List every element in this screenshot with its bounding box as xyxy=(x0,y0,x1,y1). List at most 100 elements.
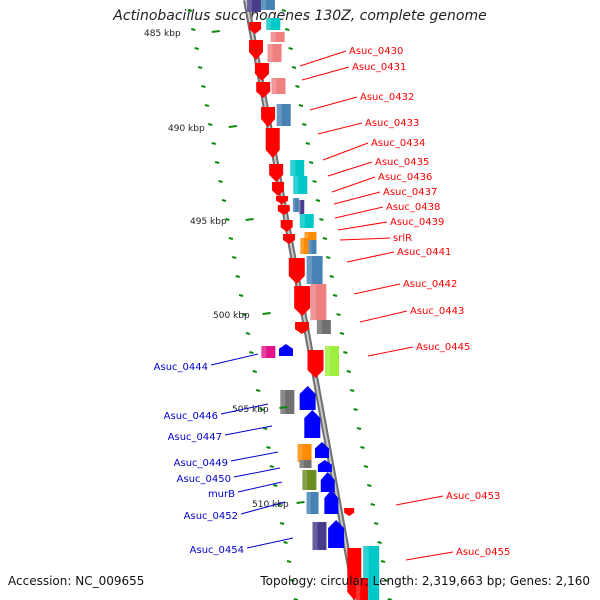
genome-stats-text: Topology: circular; Length: 2,319,663 bp… xyxy=(260,574,590,588)
gene-arrow-down xyxy=(283,234,296,244)
gene-feature xyxy=(279,344,293,356)
scale-label: 510 kbp xyxy=(252,500,289,510)
gene-block xyxy=(312,522,327,550)
gene-shade xyxy=(306,492,311,514)
scale-dot-left xyxy=(279,522,285,525)
scale-dot-left xyxy=(259,408,264,411)
gene-labels: Asuc_0430 Asuc_0431 Asuc_0432 Asuc_0433 Asuc… xyxy=(154,46,510,561)
gene-arrow-down xyxy=(280,220,293,232)
scale-dot-left xyxy=(225,218,230,221)
scale-dot-right xyxy=(377,541,382,544)
gene-label: Asuc_0454 xyxy=(190,545,244,556)
scale-dot-right xyxy=(302,123,307,126)
gene-block xyxy=(266,18,281,30)
gene-feature xyxy=(299,460,312,468)
gene-label: srlR xyxy=(393,233,412,244)
scale-dot-left xyxy=(283,541,288,544)
scale-label: 485 kbp xyxy=(144,29,181,39)
scale-dot-right xyxy=(360,446,365,449)
gene-feature xyxy=(265,128,280,158)
label-leader-line xyxy=(246,537,294,549)
scale-tick xyxy=(228,125,237,128)
gene-block xyxy=(356,578,369,600)
gene-label: Asuc_0437 xyxy=(383,187,437,198)
gene-shade xyxy=(312,522,318,550)
gene-label: Asuc_0449 xyxy=(174,458,228,469)
scale-dot-left xyxy=(197,66,203,69)
scale-dot-left xyxy=(218,180,223,183)
gene-feature xyxy=(306,492,319,514)
scale-dot-right xyxy=(284,28,290,31)
label-leader-line xyxy=(359,310,408,323)
gene-shade xyxy=(308,240,312,254)
gene-label: Asuc_0446 xyxy=(164,411,218,422)
scale-dot-right xyxy=(315,199,321,202)
gene-feature xyxy=(261,107,276,127)
scale-dot-left xyxy=(273,484,278,487)
gene-arrow-down xyxy=(249,22,262,34)
label-leader-line xyxy=(353,283,401,295)
label-leader-line xyxy=(299,50,347,67)
gene-arrow-down xyxy=(295,322,310,334)
gene-label: Asuc_0433 xyxy=(365,118,419,129)
gene-feature xyxy=(247,0,262,12)
gene-shade xyxy=(266,18,272,30)
gene-feature xyxy=(317,460,332,472)
gene-feature xyxy=(280,220,293,232)
scale-dot-right xyxy=(281,9,287,12)
gene-shade xyxy=(261,346,267,358)
gene-label: Asuc_0430 xyxy=(349,46,403,57)
scale-dot-left xyxy=(194,47,199,50)
scale-dot-left xyxy=(245,332,251,335)
label-leader-line xyxy=(331,176,376,193)
gene-feature xyxy=(260,0,275,10)
gene-feature xyxy=(280,390,295,414)
scale-dot-left xyxy=(252,370,258,373)
scale-dot-left xyxy=(228,237,234,240)
gene-feature xyxy=(299,214,314,228)
gene-shade xyxy=(356,578,361,600)
gene-feature xyxy=(276,104,291,126)
gene-arrow-down xyxy=(272,182,285,196)
scale-label: 490 kbp xyxy=(168,124,205,134)
gene-feature xyxy=(249,22,262,34)
gene-label: Asuc_0450 xyxy=(177,474,231,485)
gene-feature xyxy=(261,346,276,358)
gene-feature xyxy=(290,160,305,176)
gene-features xyxy=(247,0,380,600)
gene-block xyxy=(271,78,286,94)
accession-text: Accession: NC_009655 xyxy=(8,574,145,588)
gene-feature xyxy=(312,522,327,550)
gene-block xyxy=(247,0,262,12)
gene-feature xyxy=(297,444,312,462)
gene-block xyxy=(316,320,331,334)
scale-dot-left xyxy=(235,275,240,278)
gene-feature xyxy=(320,472,335,492)
scale-label: 505 kbp xyxy=(232,405,269,415)
label-leader-line xyxy=(337,221,388,231)
gene-arrow-down xyxy=(307,350,324,378)
gene-feature xyxy=(272,182,285,196)
gene-block xyxy=(299,460,312,468)
scale-dot-right xyxy=(367,484,372,487)
scale-dot-left xyxy=(269,465,275,468)
gene-block xyxy=(267,44,282,62)
scale-dot-left xyxy=(232,256,237,259)
label-leader-line xyxy=(367,346,414,357)
gene-label: Asuc_0443 xyxy=(410,306,464,317)
gene-block xyxy=(293,176,308,194)
gene-label: Asuc_0431 xyxy=(352,62,406,73)
gene-block xyxy=(297,444,312,462)
scale-markers: 485 kbp 490 kbp 495 kbp 500 kbp 505 kbp 510 k… xyxy=(144,29,305,510)
scale-dot-right xyxy=(288,47,293,50)
gene-feature xyxy=(249,40,263,60)
gene-block xyxy=(304,232,317,240)
gene-feature xyxy=(316,320,331,334)
label-leader-line xyxy=(224,425,273,436)
gene-shade xyxy=(280,390,286,414)
gene-arrow-up xyxy=(317,460,332,472)
scale-dot-right xyxy=(336,313,341,316)
gene-feature xyxy=(277,205,290,215)
scale-dot-left xyxy=(208,123,213,126)
scale-dot-left xyxy=(238,294,244,297)
